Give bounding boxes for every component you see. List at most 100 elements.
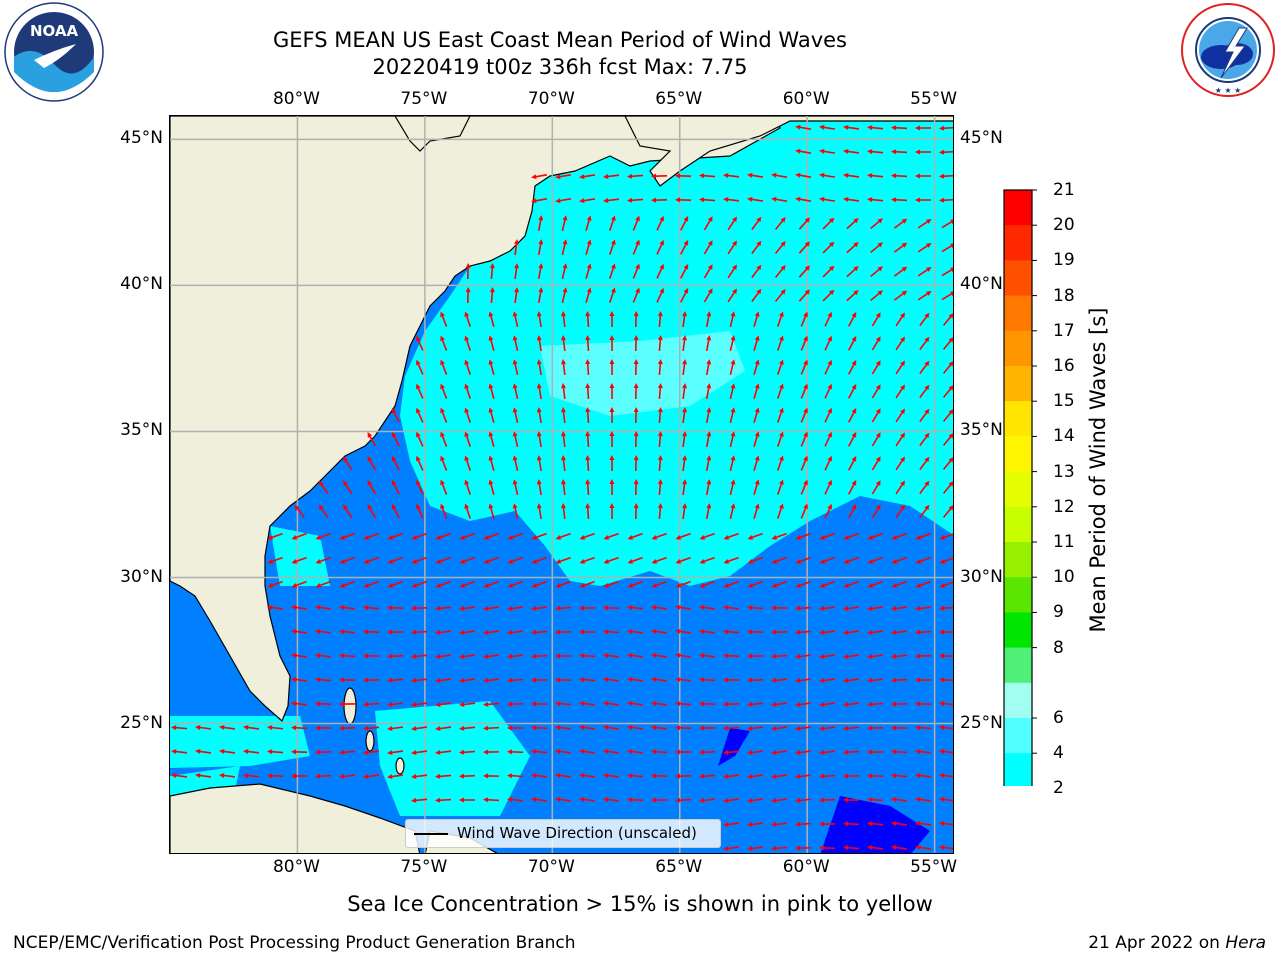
wave-direction-arrow [939,149,953,155]
colorbar-tick-label: 17 [1053,320,1075,341]
wave-direction-arrow [771,653,788,659]
wave-direction-arrow [632,263,640,279]
wave-direction-arrow [915,173,932,179]
colorbar-tick-label: 2 [1053,778,1064,799]
wave-direction-arrow [675,701,692,707]
wave-direction-arrow [795,172,812,179]
colorbar-segment [1004,295,1032,332]
colorbar-segment [1004,190,1032,226]
wave-direction-arrow [939,821,953,826]
wave-direction-arrow [416,359,424,375]
wave-direction-arrow [753,335,760,351]
wave-direction-arrow [651,773,668,779]
wave-direction-arrow [723,532,739,540]
wave-direction-arrow [895,408,905,423]
wave-direction-arrow [723,197,740,203]
wave-direction-arrow [891,653,908,659]
wave-direction-arrow [267,749,284,755]
wave-direction-arrow [363,580,379,588]
wave-direction-arrow [895,312,905,327]
wave-direction-arrow [843,654,860,660]
colorbar-tick-label: 20 [1053,215,1075,236]
wave-direction-arrow [585,263,592,279]
wave-direction-arrow [651,797,668,803]
wave-direction-arrow [753,455,760,471]
wave-direction-arrow [915,605,932,611]
wave-direction-arrow [891,173,908,179]
wave-direction-arrow [867,580,883,588]
chart-title: GEFS MEAN US East Coast Mean Period of W… [273,28,847,52]
wave-direction-arrow [699,749,716,755]
wave-direction-arrow [705,383,712,400]
wave-direction-arrow [747,580,763,588]
wind-wave-direction-arrows [171,124,953,852]
wave-direction-arrow [291,532,307,540]
wave-direction-arrow [531,653,548,659]
wave-direction-arrow [919,312,930,327]
colorbar-tick-label: 12 [1053,496,1075,517]
wave-direction-arrow [483,725,500,731]
wave-direction-arrow [871,384,881,399]
wave-direction-arrow [195,772,212,778]
wave-direction-arrow [585,335,591,352]
wave-direction-arrow [435,654,452,659]
wave-direction-arrow [705,455,712,472]
colorbar-segment [1004,471,1032,508]
wave-direction-arrow [729,407,736,423]
wave-direction-arrow [675,556,691,564]
wave-direction-arrow [531,174,548,180]
wave-direction-arrow [387,677,404,683]
wave-direction-arrow [488,359,495,375]
wave-direction-arrow [939,845,953,851]
wave-direction-arrow [514,263,520,280]
wave-direction-arrow [727,216,737,231]
wave-direction-arrow [895,480,905,495]
chart-subtitle: 20220419 t00z 336h fcst Max: 7.75 [372,55,748,79]
wave-direction-arrow [729,335,736,351]
wave-direction-arrow [915,532,931,540]
colorbar-segment [1004,436,1032,473]
wave-direction-arrow [435,702,452,708]
wave-direction-arrow [682,503,688,520]
lon-tick-label-top: 65°W [655,89,703,109]
wave-direction-arrow [555,580,571,588]
wave-direction-arrow [531,580,547,588]
wave-direction-arrow [917,219,932,229]
wave-direction-arrow [459,605,476,611]
wave-direction-arrow [822,217,835,230]
wave-direction-arrow [795,773,812,779]
wave-direction-arrow [795,702,812,708]
wave-direction-arrow [819,124,836,130]
lon-tick-label-bot: 70°W [527,857,575,877]
lon-tick-label-bot: 75°W [400,857,448,877]
wave-direction-arrow [747,798,764,804]
wave-direction-arrow [459,580,475,588]
wave-direction-arrow [603,677,620,682]
wave-direction-arrow [440,431,448,447]
wave-direction-arrow [555,532,571,540]
wave-direction-arrow [824,503,832,519]
wave-direction-arrow [536,407,542,424]
wave-direction-arrow [723,605,740,611]
wave-direction-arrow [824,431,832,447]
wave-direction-arrow [585,383,591,400]
wave-direction-arrow [555,749,572,754]
wave-direction-arrow [531,797,548,802]
wave-direction-arrow [531,701,548,707]
wave-direction-arrow [440,503,448,519]
lat-tick-label-left: 45°N [120,128,163,149]
wave-direction-arrow [941,219,953,229]
wave-direction-arrow [723,629,740,635]
wave-direction-arrow [843,845,860,851]
wave-direction-arrow [723,773,740,779]
wave-direction-arrow [705,407,712,424]
wave-direction-arrow [416,479,424,495]
wave-direction-arrow [747,196,764,202]
wave-direction-arrow [843,630,860,636]
wave-direction-arrow [609,335,615,352]
wave-direction-arrow [699,797,716,803]
wave-direction-arrow [488,335,495,351]
wave-direction-arrow [464,311,471,327]
wave-direction-arrow [416,383,424,399]
wave-direction-arrow [627,700,644,706]
